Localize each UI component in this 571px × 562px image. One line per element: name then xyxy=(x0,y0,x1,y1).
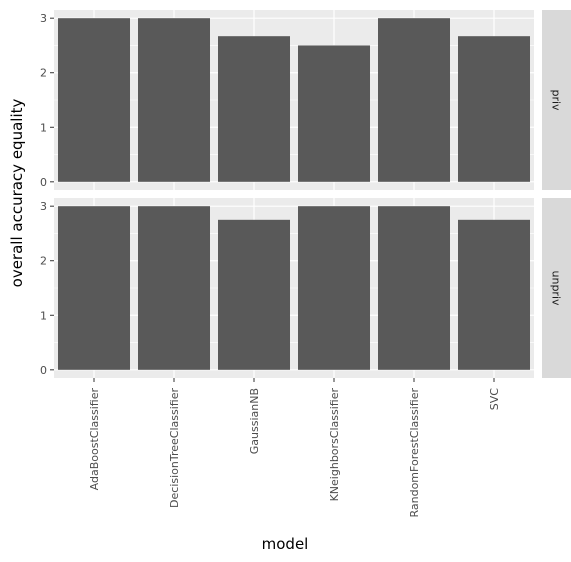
y-tick-label: 1 xyxy=(40,309,47,322)
y-tick-label: 3 xyxy=(40,200,47,213)
bar xyxy=(218,36,290,182)
y-tick-label: 2 xyxy=(40,67,47,80)
y-tick-label: 3 xyxy=(40,12,47,25)
x-tick-label: DecisionTreeClassifier xyxy=(168,388,181,508)
bar xyxy=(378,206,450,370)
y-tick-label: 0 xyxy=(40,364,47,377)
facet-strip xyxy=(542,10,571,190)
x-axis-title: model xyxy=(262,535,309,553)
x-tick-label: SVC xyxy=(488,388,501,411)
x-tick-label: AdaBoostClassifier xyxy=(88,388,101,491)
bar xyxy=(378,18,450,182)
x-tick-label: RandomForestClassifier xyxy=(408,388,421,518)
bar xyxy=(298,206,370,370)
bar xyxy=(58,206,130,370)
bar xyxy=(218,219,290,370)
facet-strip-label: unpriv xyxy=(550,270,563,306)
bar xyxy=(138,206,210,370)
facet-strip-label: priv xyxy=(550,89,563,111)
bar xyxy=(58,18,130,182)
bar xyxy=(138,18,210,182)
y-tick-label: 2 xyxy=(40,255,47,268)
bar xyxy=(298,45,370,182)
x-tick-label: GaussianNB xyxy=(248,388,261,454)
y-tick-label: 1 xyxy=(40,121,47,134)
y-tick-label: 0 xyxy=(40,176,47,189)
bar xyxy=(458,36,530,182)
x-tick-label: KNeighborsClassifier xyxy=(328,388,341,502)
y-axis-title: overall accuracy equality xyxy=(8,99,26,288)
facet-strip xyxy=(542,198,571,378)
bar xyxy=(458,219,530,370)
